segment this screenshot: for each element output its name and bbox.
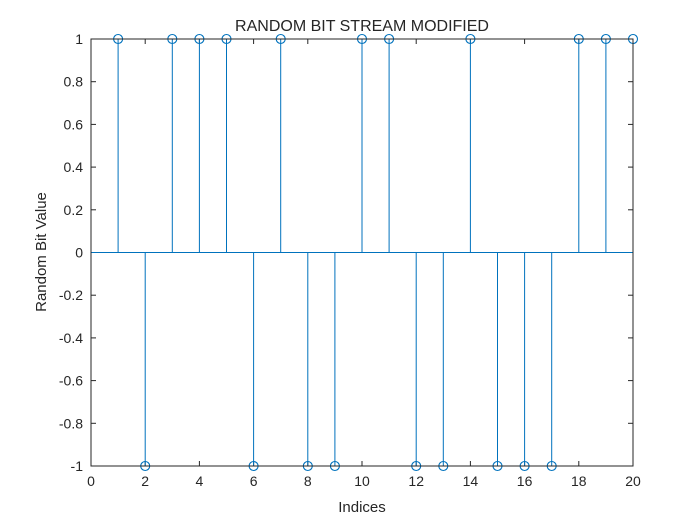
y-tick-label: -0.4 xyxy=(59,330,83,346)
axes-frame xyxy=(90,38,634,467)
x-tick-label: 6 xyxy=(250,473,258,489)
x-tick-label: 12 xyxy=(408,473,424,489)
x-tick-label: 0 xyxy=(87,473,95,489)
x-tick-label: 20 xyxy=(625,473,641,489)
y-tick-label: 0.2 xyxy=(64,202,84,218)
y-tick-label: 0.8 xyxy=(64,74,84,90)
x-tick-label: 16 xyxy=(517,473,533,489)
y-tick-label: 1 xyxy=(75,31,83,47)
y-tick-label: 0.6 xyxy=(64,116,84,132)
chart-title: RANDOM BIT STREAM MODIFIED xyxy=(235,18,489,35)
y-tick-label: -0.2 xyxy=(59,287,83,303)
y-tick-label: 0 xyxy=(75,245,83,261)
x-tick-label: 10 xyxy=(354,473,370,489)
y-tick-label: -1 xyxy=(71,458,84,474)
x-tick-label: 18 xyxy=(571,473,587,489)
y-tick-label: 0.4 xyxy=(64,159,84,175)
x-tick-label: 2 xyxy=(141,473,149,489)
x-tick-label: 14 xyxy=(463,473,479,489)
y-tick-label: -0.6 xyxy=(59,373,83,389)
tick-layer: 0 2 4 6 8 10 12 14 16 18 20 -1 -0.8 -0.6 -0.4 -0.2 0 0.2 0… xyxy=(59,31,641,489)
x-axis-label: Indices xyxy=(338,499,386,516)
y-axis-label: Random Bit Value xyxy=(33,192,50,312)
stems-layer xyxy=(91,33,639,472)
plot-box xyxy=(90,38,634,467)
x-tick-label: 8 xyxy=(304,473,312,489)
y-tick-label: -0.8 xyxy=(59,415,83,431)
x-tick-label: 4 xyxy=(196,473,204,489)
